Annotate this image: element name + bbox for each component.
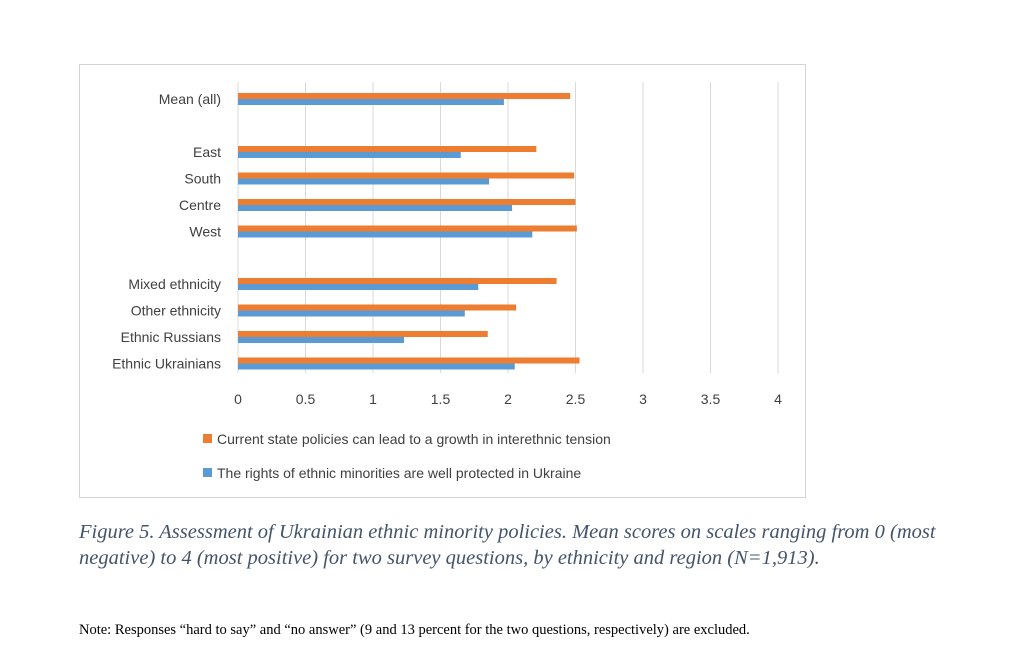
x-tick-label: 3 <box>639 391 647 407</box>
category-label: Mean (all) <box>159 91 221 107</box>
category-label: East <box>193 144 221 160</box>
x-tick-label: 1 <box>369 391 377 407</box>
x-tick-label: 2 <box>504 391 512 407</box>
x-tick-label: 1.5 <box>431 391 451 407</box>
bar <box>238 178 490 185</box>
bar <box>238 225 577 232</box>
bar <box>238 199 576 205</box>
bar <box>238 310 465 317</box>
bar <box>238 99 504 105</box>
bar <box>238 172 575 179</box>
legend-swatch <box>203 434 212 443</box>
category-label: Other ethnicity <box>131 303 221 319</box>
figure-note: Note: Responses “hard to say” and “no an… <box>79 622 750 638</box>
bar <box>238 152 461 158</box>
bar <box>238 93 571 99</box>
x-tick-label: 0 <box>234 391 242 407</box>
bar-chart: 0 0.5 1 1.5 2 2.5 3 3.5 4 Mean (all) East South Cent… <box>112 82 782 481</box>
category-label: Centre <box>179 197 221 213</box>
category-label: West <box>189 224 221 240</box>
bar <box>238 337 405 343</box>
category-label: Ethnic Russians <box>121 329 221 345</box>
category-label: Ethnic Ukrainians <box>112 356 221 372</box>
bar <box>238 363 515 370</box>
category-label: Mixed ethnicity <box>128 276 221 292</box>
legend-label: The rights of ethnic minorities are well… <box>217 465 581 481</box>
legend-label: Current state policies can lead to a gro… <box>217 431 611 447</box>
bar <box>238 278 557 284</box>
x-tick-label: 4 <box>774 391 782 407</box>
legend-swatch <box>203 468 212 477</box>
bar <box>238 304 517 311</box>
bar <box>238 357 580 364</box>
x-tick-label: 3.5 <box>701 391 721 407</box>
x-tick-label: 2.5 <box>566 391 586 407</box>
chart-frame: 0 0.5 1 1.5 2 2.5 3 3.5 4 Mean (all) East South Cent… <box>79 64 806 498</box>
bar <box>238 231 533 238</box>
figure-caption: Figure 5. Assessment of Ukrainian ethnic… <box>79 521 936 569</box>
x-tick-label: 0.5 <box>296 391 316 407</box>
bar <box>238 331 488 337</box>
category-label: South <box>184 171 221 187</box>
bar <box>238 205 513 211</box>
bar <box>238 146 537 152</box>
bar <box>238 284 479 290</box>
